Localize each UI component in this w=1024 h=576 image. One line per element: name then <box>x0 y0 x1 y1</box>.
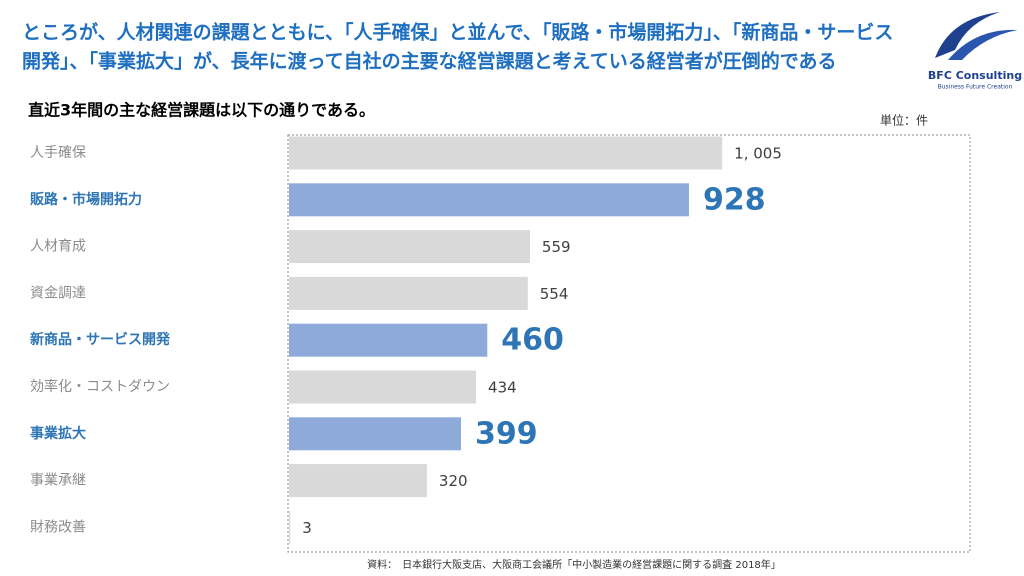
bar <box>289 230 530 264</box>
category-label: 事業承継 <box>30 473 86 489</box>
source: 資料： 日本銀行大阪支店、大阪商工会議所「中小製造業の経営課題に関する調査 20… <box>367 558 781 571</box>
category-label: 人材育成 <box>30 239 86 255</box>
value-label: 460 <box>501 323 564 358</box>
value-label: 928 <box>703 182 766 217</box>
bar <box>289 323 488 357</box>
category-label: 新商品・サービス開発 <box>30 331 171 348</box>
logo-mark <box>935 12 1018 60</box>
unit-label: 単位：件 <box>880 113 928 128</box>
bar <box>289 417 461 451</box>
category-label: 人手確保 <box>30 145 86 161</box>
value-label: 434 <box>488 379 517 397</box>
category-label: 財務改善 <box>30 519 86 535</box>
value-label: 554 <box>540 285 569 303</box>
category-label: 資金調達 <box>30 285 86 301</box>
value-label: 559 <box>542 238 571 256</box>
category-label: 販路・市場開拓力 <box>30 191 142 208</box>
logo-name: BFC Consulting <box>928 69 1022 82</box>
bar <box>289 464 427 498</box>
subtitle: 直近3年間の主な経営課題は以下の通りである。 <box>28 101 375 120</box>
value-label: 1, 005 <box>734 145 782 163</box>
category-label: 事業拡大 <box>30 425 86 442</box>
logo-tagline: Business Future Creation <box>938 84 1013 91</box>
value-label: 320 <box>439 472 468 490</box>
bar <box>289 136 723 170</box>
bar <box>289 276 528 310</box>
category-label: 効率化・コストダウン <box>30 378 170 395</box>
bar <box>289 183 689 217</box>
plot-frame <box>287 134 971 553</box>
bar <box>289 510 291 544</box>
bar <box>289 370 477 404</box>
value-label: 3 <box>302 519 312 537</box>
value-label: 399 <box>475 416 538 451</box>
title-line: 開発」、「事業拡大」が、長年に渡って自社の主要な経営課題と考えている経営者が圧倒… <box>22 50 837 73</box>
title-line: ところが、人材関連の課題とともに、「人手確保」と並んで、「販路・市場開拓力」、「… <box>22 21 893 44</box>
